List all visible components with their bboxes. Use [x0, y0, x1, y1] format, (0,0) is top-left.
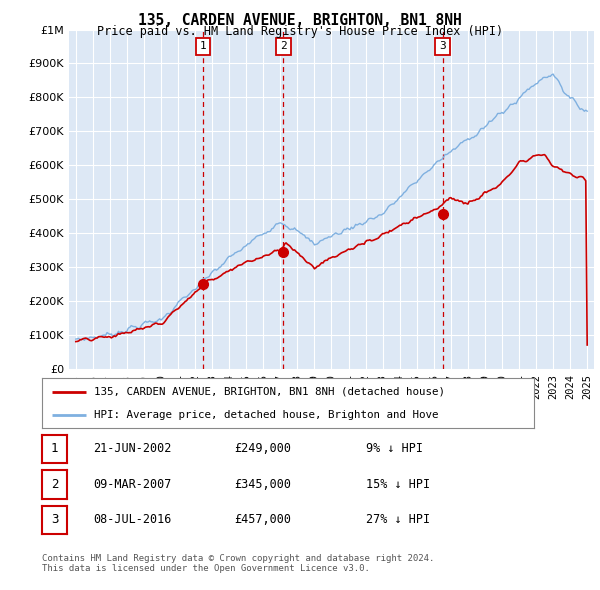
Text: £457,000: £457,000 — [234, 513, 291, 526]
Text: 21-JUN-2002: 21-JUN-2002 — [93, 442, 172, 455]
Text: 27% ↓ HPI: 27% ↓ HPI — [366, 513, 430, 526]
Text: HPI: Average price, detached house, Brighton and Hove: HPI: Average price, detached house, Brig… — [94, 410, 438, 420]
Text: Price paid vs. HM Land Registry's House Price Index (HPI): Price paid vs. HM Land Registry's House … — [97, 25, 503, 38]
Text: 1: 1 — [51, 442, 58, 455]
Text: 08-JUL-2016: 08-JUL-2016 — [93, 513, 172, 526]
Text: This data is licensed under the Open Government Licence v3.0.: This data is licensed under the Open Gov… — [42, 565, 370, 573]
Text: 135, CARDEN AVENUE, BRIGHTON, BN1 8NH: 135, CARDEN AVENUE, BRIGHTON, BN1 8NH — [138, 13, 462, 28]
Text: £249,000: £249,000 — [234, 442, 291, 455]
Text: Contains HM Land Registry data © Crown copyright and database right 2024.: Contains HM Land Registry data © Crown c… — [42, 555, 434, 563]
Text: 1: 1 — [200, 41, 206, 51]
Text: 15% ↓ HPI: 15% ↓ HPI — [366, 478, 430, 491]
Text: 3: 3 — [51, 513, 58, 526]
Text: 2: 2 — [280, 41, 287, 51]
Text: 9% ↓ HPI: 9% ↓ HPI — [366, 442, 423, 455]
Text: £345,000: £345,000 — [234, 478, 291, 491]
Text: 135, CARDEN AVENUE, BRIGHTON, BN1 8NH (detached house): 135, CARDEN AVENUE, BRIGHTON, BN1 8NH (d… — [94, 386, 445, 396]
Text: 3: 3 — [439, 41, 446, 51]
Text: 09-MAR-2007: 09-MAR-2007 — [93, 478, 172, 491]
Text: 2: 2 — [51, 478, 58, 491]
